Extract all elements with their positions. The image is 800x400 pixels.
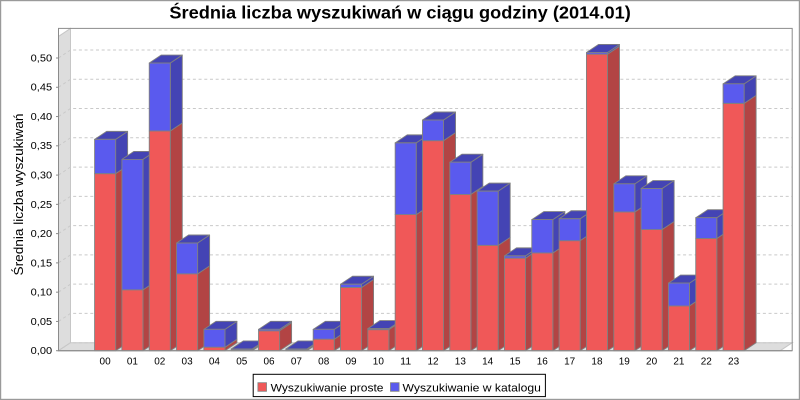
svg-text:14: 14: [482, 357, 494, 368]
svg-text:0,45: 0,45: [31, 83, 53, 94]
svg-text:00: 00: [100, 357, 112, 368]
svg-text:22: 22: [701, 357, 713, 368]
svg-text:0,50: 0,50: [31, 53, 53, 64]
svg-text:0,20: 0,20: [31, 229, 53, 240]
svg-text:01: 01: [127, 357, 139, 368]
svg-text:0,25: 0,25: [31, 200, 53, 211]
svg-text:12: 12: [427, 357, 439, 368]
svg-text:13: 13: [455, 357, 467, 368]
svg-text:18: 18: [591, 357, 603, 368]
svg-text:23: 23: [728, 357, 740, 368]
svg-text:0,15: 0,15: [31, 258, 53, 269]
svg-text:0,35: 0,35: [31, 141, 53, 152]
svg-text:21: 21: [673, 357, 685, 368]
svg-text:0,00: 0,00: [31, 346, 53, 357]
svg-text:Średnia liczba wyszukiwań: Średnia liczba wyszukiwań: [11, 114, 26, 276]
svg-text:Średnia liczba wyszukiwań w ci: Średnia liczba wyszukiwań w ciągu godzin…: [169, 1, 630, 22]
svg-text:10: 10: [373, 357, 385, 368]
svg-text:15: 15: [509, 357, 521, 368]
svg-text:19: 19: [619, 357, 631, 368]
svg-text:Wyszukiwanie proste: Wyszukiwanie proste: [271, 382, 384, 394]
svg-text:05: 05: [236, 357, 248, 368]
svg-text:16: 16: [537, 357, 549, 368]
svg-text:0,10: 0,10: [31, 288, 53, 299]
svg-text:07: 07: [291, 357, 303, 368]
svg-text:0,30: 0,30: [31, 170, 53, 181]
svg-text:02: 02: [154, 357, 166, 368]
svg-text:04: 04: [209, 357, 221, 368]
svg-text:09: 09: [345, 357, 357, 368]
svg-text:17: 17: [564, 357, 576, 368]
svg-text:Wyszukiwanie w katalogu: Wyszukiwanie w katalogu: [403, 382, 541, 394]
svg-text:20: 20: [646, 357, 658, 368]
svg-text:06: 06: [264, 357, 276, 368]
svg-text:0,05: 0,05: [31, 317, 53, 328]
svg-text:03: 03: [182, 357, 194, 368]
svg-text:0,40: 0,40: [31, 112, 53, 123]
svg-text:08: 08: [318, 357, 330, 368]
svg-text:11: 11: [400, 357, 412, 368]
